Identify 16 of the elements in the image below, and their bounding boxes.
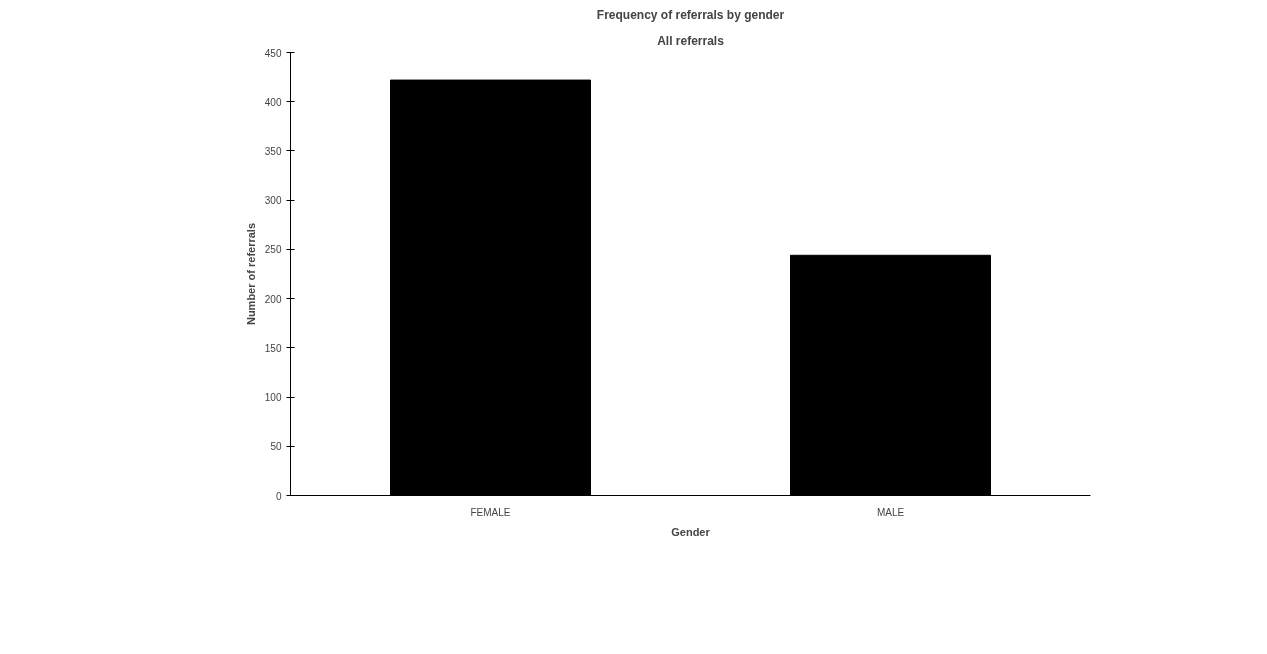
x-tick-label: MALE — [876, 506, 905, 518]
y-tick-label: 400 — [264, 96, 282, 108]
x-tick-label: FEMALE — [470, 506, 511, 518]
y-tick-label: 250 — [264, 244, 282, 256]
y-tick-label: 0 — [275, 490, 282, 502]
y-tick-label: 50 — [270, 441, 282, 453]
x-axis-title: Gender — [671, 525, 711, 538]
chart-title: Frequency of referrals by gender — [596, 7, 785, 22]
y-tick-label: 350 — [264, 145, 282, 157]
y-tick-label: 300 — [264, 195, 282, 207]
y-axis-title: Number of referrals — [244, 222, 257, 326]
y-tick-label: 450 — [264, 47, 282, 59]
y-tick-label: 150 — [264, 342, 282, 354]
y-tick-label: 200 — [264, 293, 282, 305]
chart-subtitle: All referrals — [657, 33, 725, 48]
y-tick-label: 100 — [264, 392, 282, 404]
